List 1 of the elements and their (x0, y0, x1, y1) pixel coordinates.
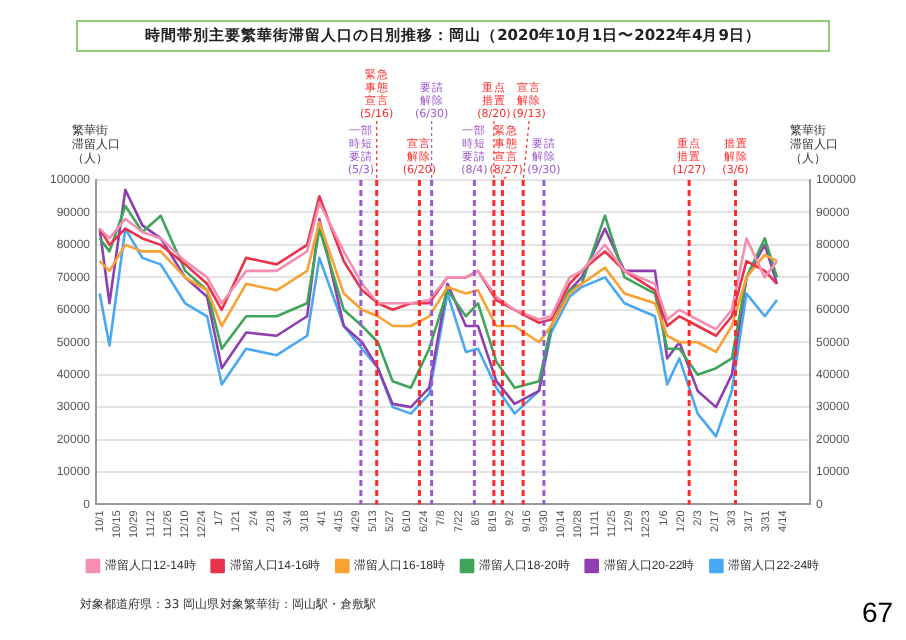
text: 67 (862, 596, 894, 628)
